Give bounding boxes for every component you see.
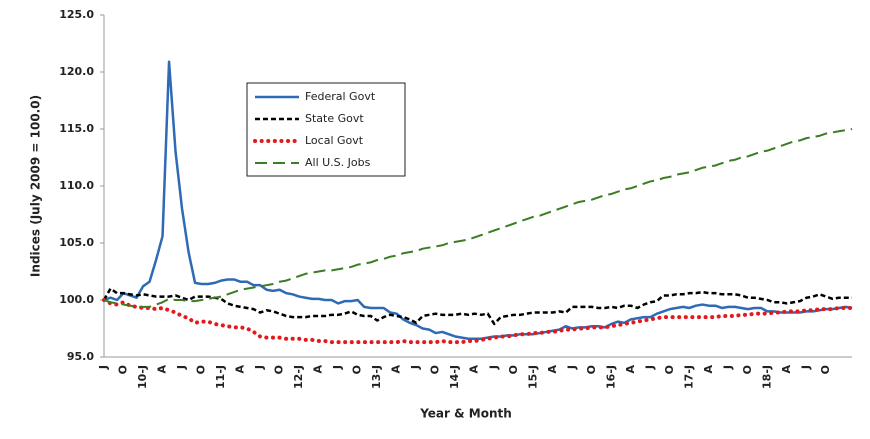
y-tick-label: 95.0 <box>67 350 94 363</box>
x-tick-label: O <box>117 365 130 374</box>
x-tick-label: O <box>585 365 598 374</box>
legend-box <box>246 82 406 177</box>
y-axis-title: Indices (July 2009 = 100.0) <box>29 95 43 277</box>
x-tick-label: J <box>721 365 734 370</box>
x-tick-label: A <box>312 365 325 374</box>
y-tick-label: 125.0 <box>59 8 94 21</box>
x-tick-label: 15-J <box>526 365 539 389</box>
x-tick-label: J <box>97 365 110 370</box>
y-tick-label: 115.0 <box>59 122 94 135</box>
legend-label: Local Govt <box>305 134 364 147</box>
x-tick-label: A <box>234 365 247 374</box>
x-tick-label: A <box>702 365 715 374</box>
x-tick-label: O <box>273 365 286 374</box>
series-line <box>102 298 854 345</box>
x-tick-label: A <box>390 365 403 374</box>
y-tick-label: 105.0 <box>59 236 94 249</box>
legend-label: State Govt <box>305 112 364 125</box>
x-tick-label: 16-J <box>604 365 617 389</box>
x-tick-label: J <box>565 365 578 370</box>
x-tick-label: A <box>468 365 481 374</box>
x-tick-label: A <box>780 365 793 374</box>
x-tick-label: 12-J <box>292 365 305 389</box>
x-tick-label: O <box>429 365 442 374</box>
x-tick-label: 10-J <box>136 365 149 389</box>
x-tick-label: O <box>741 365 754 374</box>
series-line <box>103 128 853 308</box>
x-tick-label: J <box>175 365 188 370</box>
x-tick-label: J <box>253 365 266 370</box>
legend-label: All U.S. Jobs <box>305 156 371 169</box>
x-tick-label: 11-J <box>214 365 227 389</box>
x-tick-label: J <box>487 365 500 370</box>
x-tick-label: O <box>819 365 832 374</box>
x-axis-title: Year & Month <box>419 407 512 421</box>
series-line <box>103 60 853 341</box>
series-line <box>102 287 852 326</box>
x-tick-label: A <box>624 365 637 374</box>
x-tick-label: A <box>546 365 559 374</box>
x-tick-label: 14-J <box>448 365 461 389</box>
x-tick-label: 17-J <box>682 365 695 389</box>
x-tick-label: O <box>507 365 520 374</box>
legend: Federal Govt State Govt Local Govt All U.S.… <box>246 82 406 177</box>
legend-label: Federal Govt <box>305 90 376 103</box>
x-tick-label: O <box>195 365 208 374</box>
x-tick-label: J <box>409 365 422 370</box>
x-tick-label: A <box>156 365 169 374</box>
x-tick-label: O <box>663 365 676 374</box>
x-tick-label: J <box>643 365 656 370</box>
x-tick-label: J <box>331 365 344 370</box>
x-tick-label: 18-J <box>760 365 773 389</box>
x-tick-label: O <box>351 365 364 374</box>
y-tick-label: 100.0 <box>59 293 94 306</box>
x-tick-label: 13-J <box>370 365 383 389</box>
y-tick-label: 120.0 <box>59 65 94 78</box>
x-tick-label: J <box>799 365 812 370</box>
y-tick-label: 110.0 <box>59 179 94 192</box>
